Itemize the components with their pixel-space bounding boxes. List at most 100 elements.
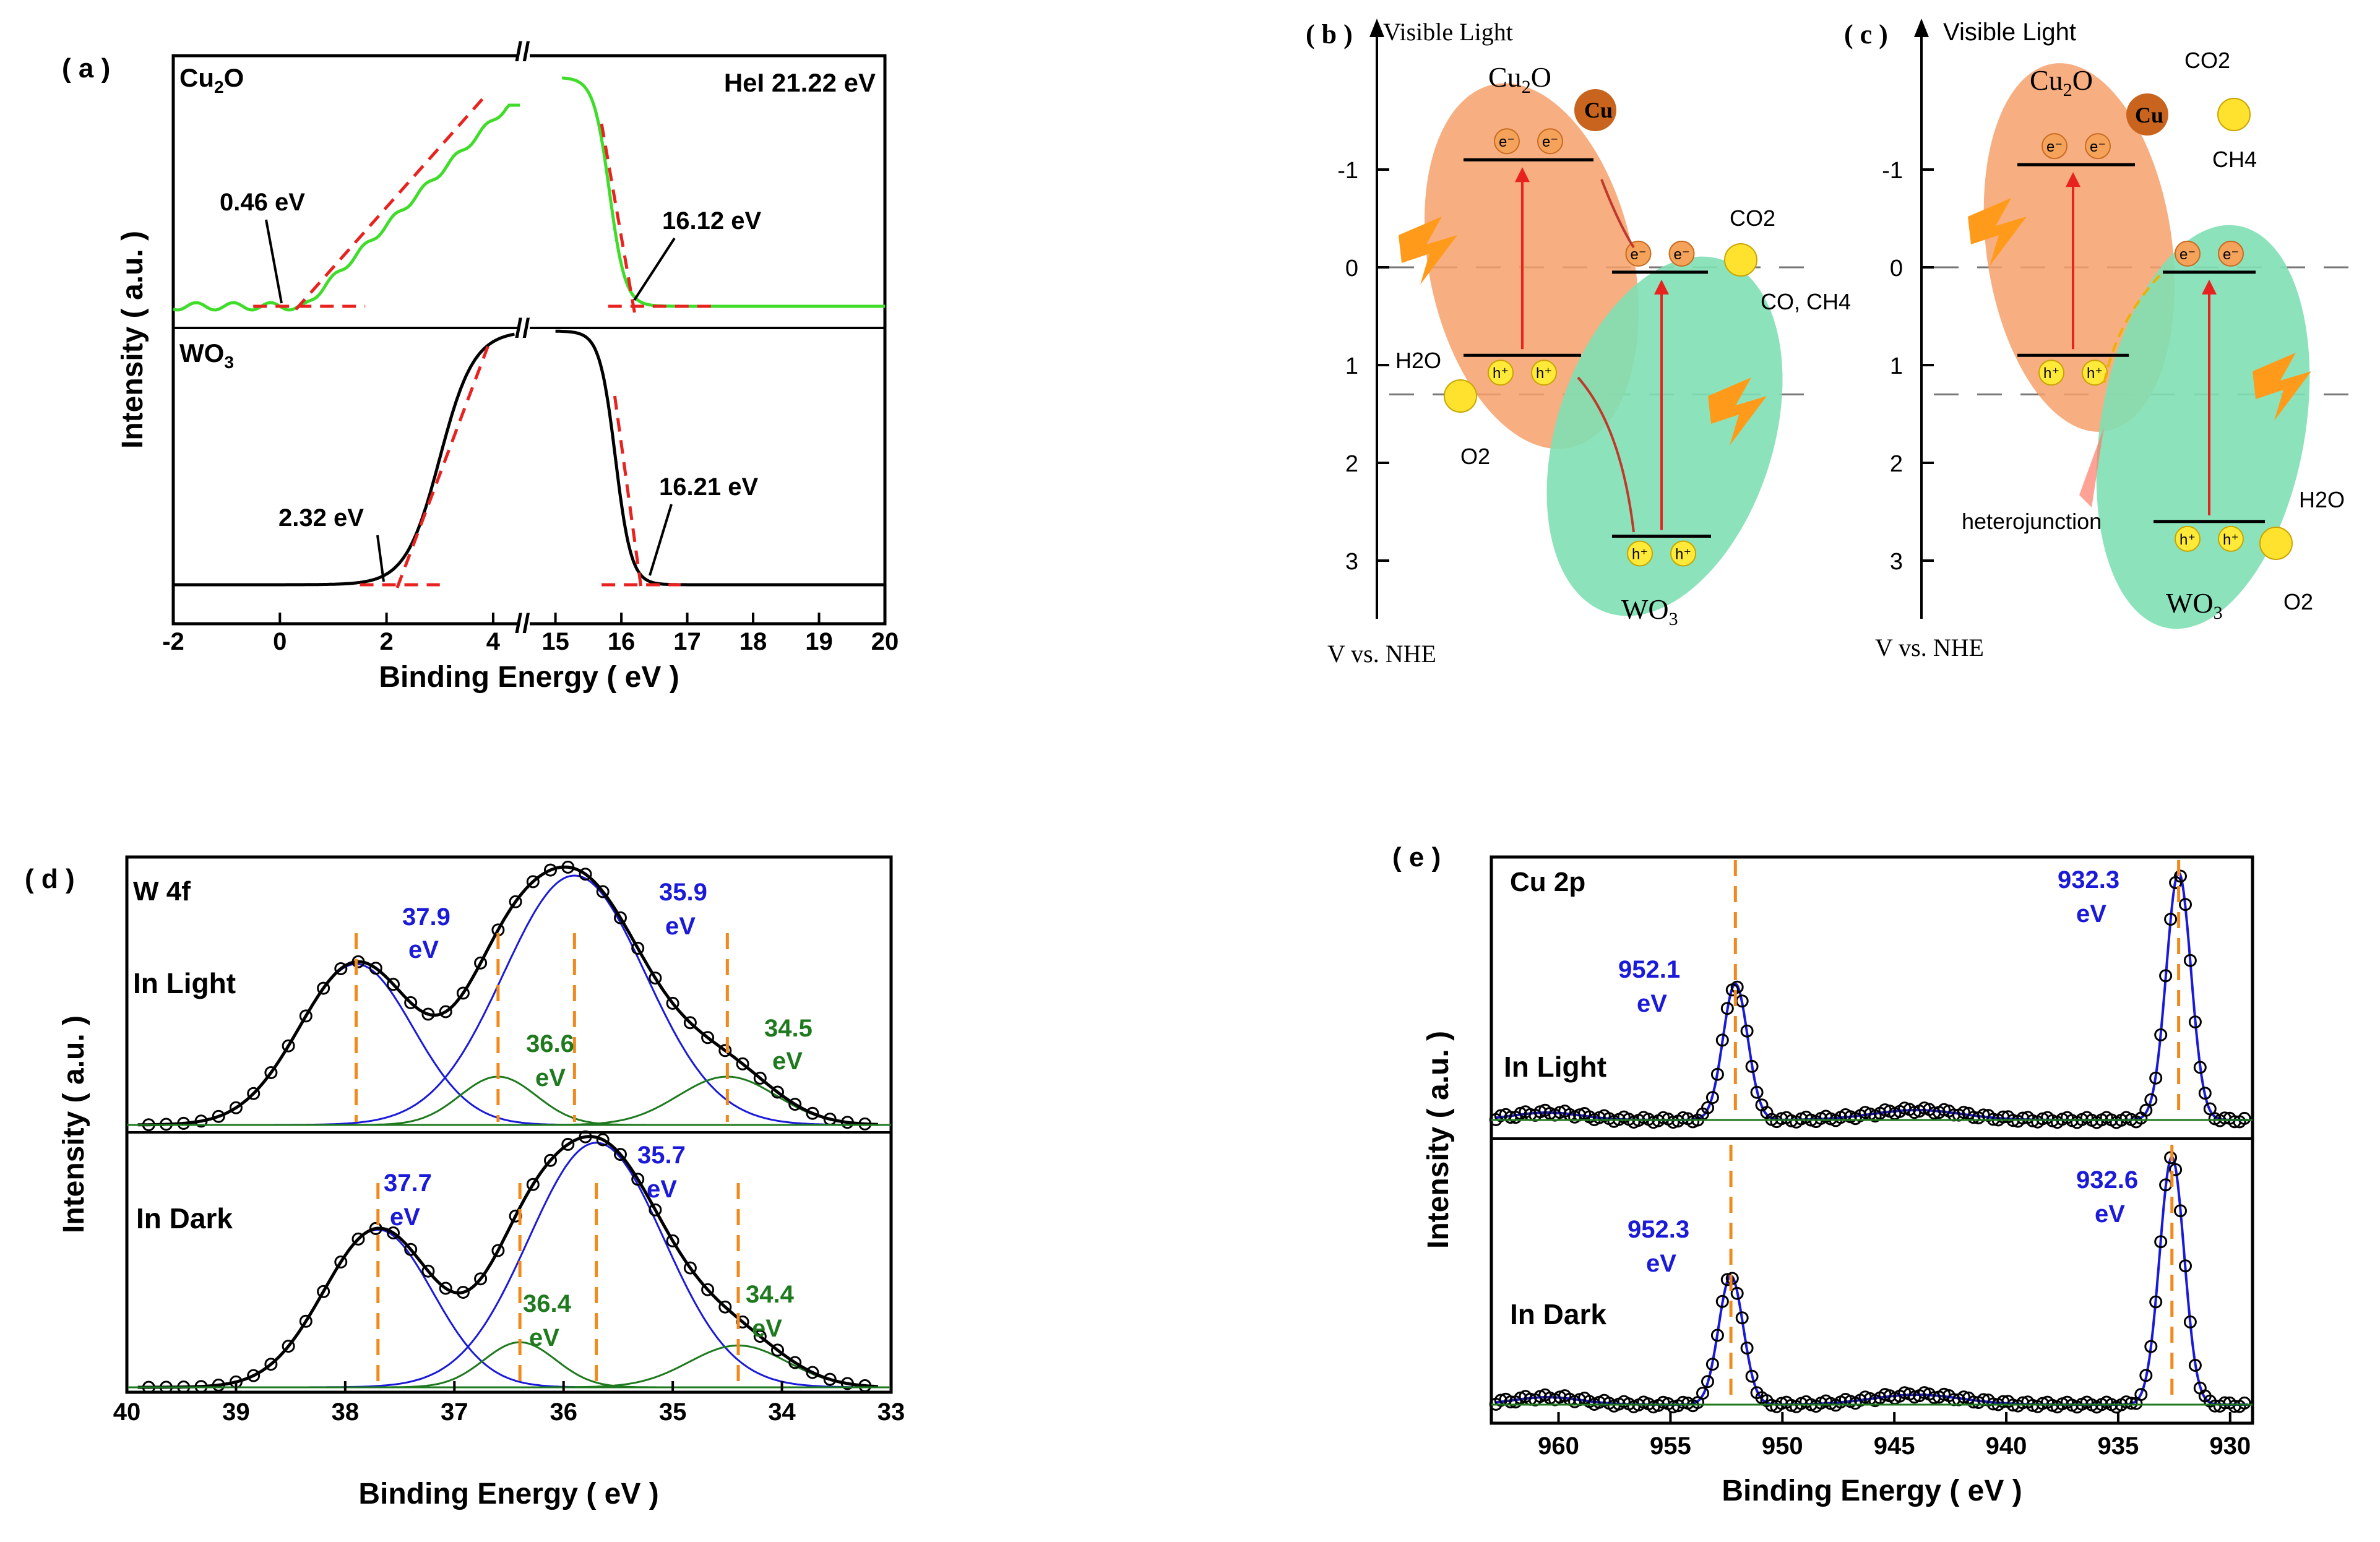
x-tick-label: 39 (222, 1398, 250, 1426)
light-data-point (387, 978, 400, 991)
light-data-point (718, 1044, 732, 1057)
wo3-slope-fit (395, 346, 489, 588)
electron-transfer-arrow (1600, 179, 1635, 249)
wo3-particle (1546, 256, 1783, 616)
annot-dark-37-7: 37.7 (384, 1169, 432, 1197)
dark-data-point (474, 1272, 488, 1286)
dark-data-point (351, 1232, 365, 1246)
arrowhead-icon (2202, 279, 2217, 295)
c-o2: O2 (2283, 589, 2313, 614)
dark-data-point (526, 1178, 540, 1191)
light-data-point (2238, 1111, 2251, 1125)
light-bolt-icon (1968, 198, 2027, 266)
y-tick-label: -1 (1882, 158, 1903, 184)
panel-d-dark: In Dark (136, 1202, 233, 1234)
dark-data-point (649, 1203, 662, 1217)
light-data-point (474, 956, 488, 970)
hole-transfer-arrow (1577, 376, 1635, 533)
c-h2o: H2O (2299, 487, 2345, 512)
hole-icon (2038, 360, 2064, 386)
cu2o-slope-fit (295, 98, 484, 311)
light-data-point (212, 1109, 225, 1123)
panel-a: ( a ) // // // Cu2O WO3 HeI 21.22 eV 0.4… (62, 37, 899, 694)
cu2o-label: Cu2O (1488, 61, 1551, 97)
dark-data-point (2139, 1369, 2153, 1382)
y-tick-label: 0 (1890, 256, 1903, 282)
light-data-point (2164, 913, 2178, 926)
light-data-point (631, 941, 645, 955)
light-data-point (439, 1005, 452, 1019)
electron-icon (2085, 133, 2111, 160)
light-data-point (247, 1087, 261, 1100)
x-tick-label: 945 (1874, 1432, 1915, 1460)
electron-icon (1625, 240, 1652, 267)
light-data-point (404, 996, 418, 1009)
dark-data-point (561, 1137, 575, 1151)
panel-c-light: Visible Light (1943, 19, 2076, 46)
x-tick-label: 37 (441, 1398, 468, 1426)
dark-data-point (2124, 1397, 2138, 1410)
panel-e-plot (1489, 860, 2253, 1414)
x-tick-label: 930 (2209, 1432, 2251, 1460)
light-fit-line (1495, 871, 2248, 1121)
dark-data-point (264, 1358, 278, 1371)
c-co2: CO2 (2184, 48, 2230, 73)
cu2o-label: Cu2O (2030, 64, 2093, 100)
light-data-point (1750, 1085, 1764, 1099)
y-tick-label: 1 (1890, 353, 1903, 379)
dark-data-point (1494, 1393, 1507, 1407)
hole-symbol: h⁺ (2180, 532, 2196, 548)
x-tick-label: 36 (550, 1398, 577, 1426)
light-bolt-icon (1708, 377, 1767, 446)
annot-light-34-5: 34.5 (764, 1015, 813, 1042)
b-products: CO, CH4 (1761, 289, 1851, 314)
panel-d-x-ticks: 40 39 38 37 36 35 34 33 (113, 1381, 905, 1426)
electron-icon (2218, 240, 2244, 267)
arrow-cu2o-vb (265, 219, 283, 304)
light-data-point (2159, 969, 2173, 983)
dark-data-point (1720, 1273, 1734, 1286)
x-tick-label: 4 (486, 628, 501, 655)
light-envelope (137, 865, 878, 1127)
axis-arrow-icon (1914, 19, 1929, 37)
light-data-point (282, 1039, 295, 1053)
dark-data-point (212, 1378, 225, 1392)
dark-data-point (491, 1244, 505, 1257)
arrow-wo3-cutoff (649, 504, 673, 576)
panel-e-frame (1490, 855, 2254, 1425)
electron-symbol: e⁻ (2180, 246, 2196, 263)
dark-component-3 (137, 1344, 878, 1389)
panel-e: ( e ) Cu 2p In Light In Dark 952.1 eV 93… (1392, 842, 2254, 1507)
light-data-point (299, 1009, 313, 1023)
hole-symbol: h⁺ (1536, 365, 1552, 382)
wo3-cutoff-slope-fit (613, 395, 643, 588)
hole-symbol: h⁺ (1675, 546, 1691, 563)
light-data-point (2198, 1087, 2212, 1100)
light-data-point (177, 1116, 191, 1130)
panel-e-light: In Light (1504, 1051, 1606, 1083)
light-data-point (334, 962, 348, 975)
light-data-point (544, 863, 557, 877)
panel-d-annotations: 37.9 eV 35.9 eV 36.6 eV 34.5 eV 37.7 eV … (384, 879, 813, 1351)
electron-icon (2042, 133, 2067, 160)
dark-data-point (771, 1343, 784, 1357)
light-data-point (649, 971, 662, 985)
dark-data-point (544, 1153, 557, 1167)
axis-break-bottom: // (515, 608, 530, 639)
light-data-point (421, 1007, 435, 1021)
light-data-point (526, 875, 540, 889)
cu-particle (2126, 93, 2168, 136)
happy-face-icon (2217, 98, 2251, 131)
light-data-point (788, 1098, 802, 1111)
y-tick-label: 0 (1345, 256, 1358, 282)
happy-face-icon (2259, 527, 2293, 560)
y-tick-label: -1 (1337, 158, 1358, 184)
arrow-cu2o-cutoff (633, 237, 676, 301)
annot-unit: eV (2095, 1200, 2125, 1228)
dark-data-point (1715, 1294, 1729, 1308)
panel-d-title: W 4f (133, 876, 191, 907)
panel-d: ( d ) W 4f In Light In Dark 37.9 eV 35.9… (25, 855, 905, 1510)
dark-data-point (614, 1148, 627, 1161)
annot-unit: eV (390, 1204, 420, 1231)
